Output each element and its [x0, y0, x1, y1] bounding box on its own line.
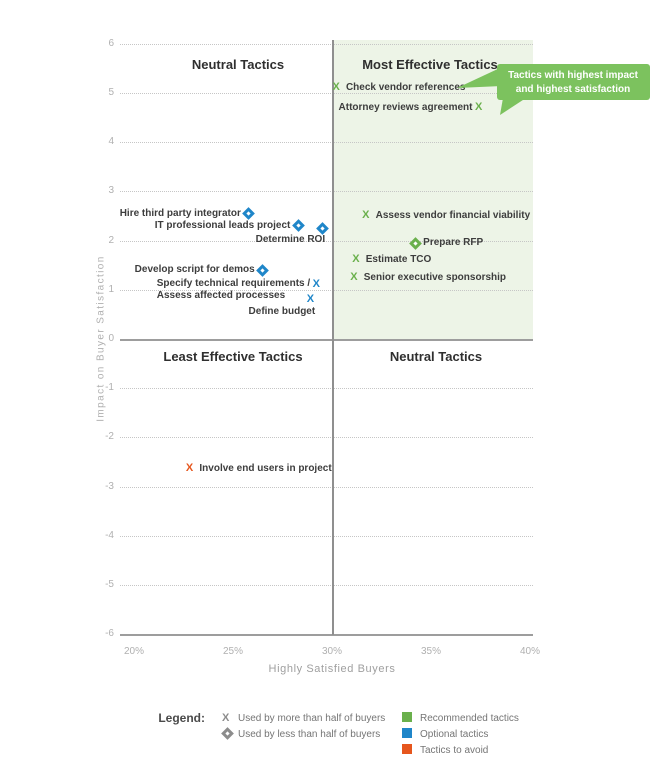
x-axis-title: Highly Satisfied Buyers: [268, 663, 396, 675]
callout-body: [497, 64, 650, 100]
quadrant-title-bottom-right: Neutral Tactics: [389, 349, 483, 364]
legend-item-label: Used by more than half of buyers: [238, 713, 386, 724]
point-determine-roi: [315, 221, 329, 235]
x-tick-label: 35%: [420, 646, 441, 657]
callout-bubble: [457, 64, 650, 115]
x-tick-label: 40%: [519, 646, 540, 657]
y-tick-label: 6: [108, 38, 114, 49]
point-estimate-tco: X: [352, 253, 360, 266]
point-label-line: Assess affected processes: [156, 289, 286, 301]
x-tick-label: 25%: [222, 646, 243, 657]
point-label-specify-technical-requirements-assess-affected-processes: Specify technical requirements / Assess a…: [157, 278, 310, 302]
gridline-y--5: [120, 585, 533, 586]
quadrant-title-top-left: Neutral Tactics: [191, 57, 285, 72]
green-swatch-icon: [402, 712, 412, 722]
point-label-check-vendor-references: Check vendor references: [345, 82, 466, 94]
x-marker-icon: X: [222, 712, 230, 724]
point-define-budget: X: [306, 292, 315, 305]
point-assess-vendor-financial-viability: X: [362, 209, 370, 222]
y-tick-label: -2: [105, 431, 114, 442]
callout-pointer-bottom: [500, 98, 526, 115]
point-attorney-reviews-agreement: X: [475, 100, 483, 113]
y-tick-label: 3: [108, 185, 114, 196]
orange-swatch-icon: [402, 744, 412, 754]
y-tick-label: 1: [108, 284, 114, 295]
x-tick-label: 30%: [321, 646, 342, 657]
point-label-define-budget: Define budget: [248, 305, 316, 317]
legend-title: Legend:: [158, 711, 205, 725]
callout-pointer-left: [457, 67, 502, 88]
legend-item-less-than-half: Used by less than half of buyers: [221, 727, 381, 742]
point-specify-technical-requirements-assess-affected-processes: X: [312, 277, 320, 290]
point-label-estimate-tco: Estimate TCO: [365, 254, 432, 266]
point-label-develop-script-for-demos: Develop script for demos: [134, 264, 255, 276]
vertical-divider-line: [332, 40, 334, 635]
legend-item-avoid: Tactics to avoid: [402, 744, 488, 758]
gridline-y-4: [120, 142, 533, 143]
gridline-y-3: [120, 191, 533, 192]
callout-text: Tactics with highest impact and highest …: [498, 69, 648, 96]
diamond-marker-icon: [221, 727, 238, 740]
gridline-y-1: [120, 290, 533, 291]
gridline-y--2: [120, 437, 533, 438]
point-hire-third-party-integrator: [242, 207, 256, 220]
gridline-y--6: [120, 634, 533, 636]
legend-item-recommended: Recommended tactics: [402, 712, 519, 726]
gridline-y--4: [120, 536, 533, 537]
y-tick-label: 0: [108, 333, 114, 344]
point-label-attorney-reviews-agreement: Attorney reviews agreement: [338, 101, 473, 113]
point-develop-script-for-demos: [256, 263, 270, 277]
legend-item-label: Recommended tactics: [420, 713, 519, 724]
y-tick-label: -4: [105, 530, 114, 541]
y-tick-label: 2: [108, 235, 114, 246]
gridline-y-5: [120, 93, 533, 94]
y-tick-label: 4: [108, 136, 114, 147]
blue-swatch-icon: [402, 728, 412, 738]
legend-item-label: Optional tactics: [420, 729, 489, 740]
legend-item-label: Tactics to avoid: [420, 745, 489, 756]
point-label-assess-vendor-financial-viability: Assess vendor financial viability: [375, 210, 531, 222]
point-label-it-professional-leads-project: IT professional leads project: [154, 219, 291, 231]
y-tick-label: -3: [105, 481, 114, 492]
gridline-y-2: [120, 241, 533, 242]
point-senior-executive-sponsorship: X: [350, 270, 358, 283]
point-label-prepare-rfp: Prepare RFP: [423, 237, 484, 249]
y-tick-label: 5: [108, 87, 114, 98]
y-tick-label: -5: [105, 579, 114, 590]
point-it-professional-leads-project: [291, 219, 305, 233]
callout-line1: Tactics with highest impact: [508, 70, 638, 81]
quadrant-title-bottom-left: Least Effective Tactics: [163, 349, 303, 364]
point-label-line: Specify technical requirements /: [156, 277, 311, 289]
y-tick-label: -6: [105, 628, 114, 639]
point-label-involve-end-users-in-project: Involve end users in project: [199, 463, 332, 475]
point-involve-end-users-in-project: X: [185, 462, 194, 475]
y-axis-title: Impact on Buyer Satisfaction: [95, 255, 107, 422]
x-tick-label: 20%: [123, 646, 144, 657]
y-tick-label: -1: [105, 382, 114, 393]
legend-item-more-than-half: X Used by more than half of buyers: [222, 712, 385, 726]
point-label-hire-third-party-integrator: Hire third party integrator: [119, 207, 241, 219]
legend-item-label: Used by less than half of buyers: [238, 729, 381, 740]
point-label-senior-executive-sponsorship: Senior executive sponsorship: [363, 271, 507, 283]
point-check-vendor-references: X: [332, 81, 340, 94]
gridline-y-6: [120, 44, 533, 45]
callout-line2: and highest satisfaction: [515, 83, 631, 95]
legend-item-optional: Optional tactics: [402, 728, 488, 742]
point-label-determine-roi: Determine ROI: [255, 234, 326, 246]
gridline-y--3: [120, 487, 533, 488]
quadrant-title-top-right: Most Effective Tactics: [362, 57, 498, 72]
gridline-y-0: [120, 339, 533, 341]
gridline-y--1: [120, 388, 533, 389]
